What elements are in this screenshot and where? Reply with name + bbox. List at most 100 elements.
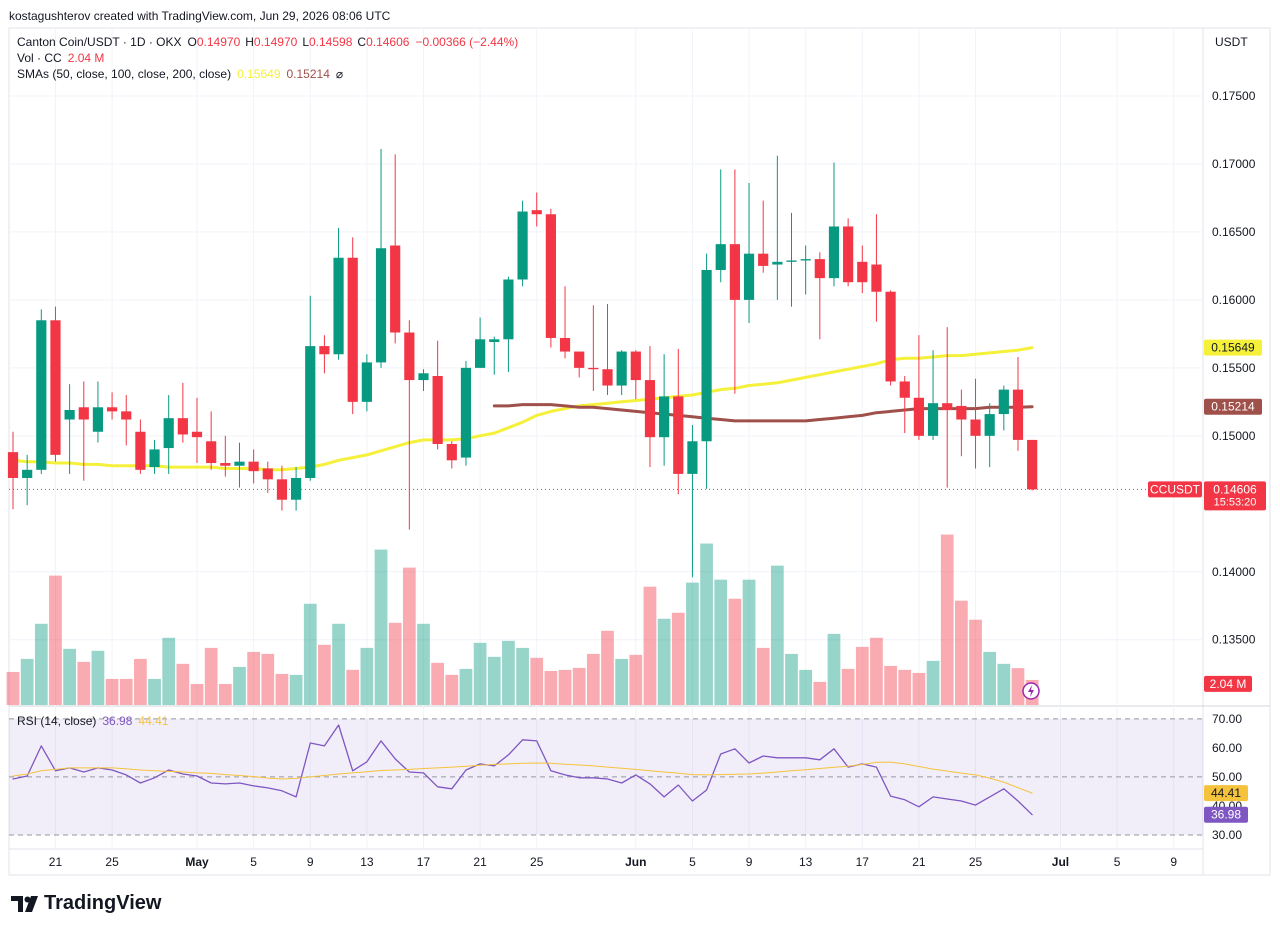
volume-bar bbox=[558, 669, 572, 705]
candle-body bbox=[687, 441, 698, 474]
x-tick-label: 17 bbox=[856, 855, 870, 869]
volume-bar bbox=[261, 653, 275, 705]
volume-bar bbox=[742, 579, 756, 705]
legend-ma-name: SMAs (50, close, 100, close, 200, close) bbox=[17, 67, 231, 81]
logo-dot bbox=[24, 896, 31, 903]
candle-body bbox=[828, 226, 840, 279]
candle-body bbox=[149, 449, 160, 468]
candle-body bbox=[644, 380, 656, 438]
volume-bar bbox=[105, 678, 119, 705]
volume-bar bbox=[374, 549, 388, 705]
sma-badge-bg bbox=[1204, 398, 1262, 415]
rsi-tick-label: 30.00 bbox=[1212, 828, 1242, 842]
candle-body bbox=[489, 339, 500, 343]
alert-icon-bolt bbox=[1028, 685, 1034, 697]
volume-bar bbox=[686, 582, 699, 705]
volume-bar bbox=[799, 669, 813, 705]
x-tick-label: 21 bbox=[912, 855, 926, 869]
volume-bar bbox=[148, 678, 161, 705]
legend-row: Canton Coin/USDT · 1D · OKX O0.14970 H0.14… bbox=[17, 35, 518, 49]
currency-label: USDT bbox=[1215, 35, 1248, 49]
volume-bar bbox=[445, 674, 459, 705]
candle-body bbox=[163, 418, 174, 449]
candle-body bbox=[786, 260, 797, 262]
x-tick-label: 25 bbox=[105, 855, 119, 869]
candle-body bbox=[290, 477, 302, 500]
legend-title: Canton Coin/USDT · 1D · OKX bbox=[17, 35, 182, 49]
volume-bar bbox=[926, 660, 940, 705]
candle-body bbox=[121, 411, 132, 420]
symbol-badge: CCUSDT bbox=[1150, 482, 1201, 496]
candle-body bbox=[404, 332, 415, 381]
candle-body bbox=[545, 214, 556, 338]
candle-body bbox=[1027, 439, 1038, 490]
volume-bar bbox=[728, 598, 742, 705]
candle-body bbox=[418, 373, 429, 381]
volume-bar bbox=[402, 567, 416, 705]
x-tick-label: 17 bbox=[417, 855, 431, 869]
x-tick-label: 5 bbox=[1114, 855, 1121, 869]
rsi-badge: 36.98 bbox=[1211, 808, 1241, 822]
x-tick-label: 5 bbox=[689, 855, 696, 869]
volume-bar bbox=[119, 678, 133, 705]
volume-bar bbox=[855, 646, 869, 705]
volume-bar bbox=[714, 579, 728, 705]
legend-key: C bbox=[357, 35, 366, 49]
volume-bar bbox=[756, 647, 770, 705]
volume-bar bbox=[360, 647, 374, 705]
candle-body bbox=[106, 407, 118, 412]
credit: kostagushterov created with TradingView.… bbox=[9, 9, 391, 23]
volume-bar bbox=[530, 657, 544, 705]
legend-volume-name: Vol · CC bbox=[17, 51, 62, 65]
legend-row: RSI (14, close) 36.98 44.41 bbox=[17, 714, 169, 728]
x-tick-label: 9 bbox=[746, 855, 753, 869]
candle-body bbox=[432, 376, 443, 444]
y-tick-label: 0.13500 bbox=[1212, 633, 1256, 647]
x-tick-label: 5 bbox=[250, 855, 257, 869]
candle-body bbox=[248, 461, 259, 472]
candle-body bbox=[333, 257, 344, 355]
candle-body bbox=[927, 403, 939, 436]
volume-bar bbox=[34, 623, 48, 705]
volume-bar bbox=[629, 654, 643, 705]
candle-body bbox=[970, 419, 981, 436]
x-tick-label: May bbox=[185, 855, 209, 869]
volume-bar bbox=[983, 651, 997, 705]
rsi-tick-label: 60.00 bbox=[1212, 741, 1242, 755]
volume-bar bbox=[289, 674, 303, 705]
volume-bar bbox=[615, 658, 629, 705]
candle-body bbox=[630, 351, 641, 381]
volume-bar bbox=[218, 683, 232, 705]
legend-row: Vol · CC 2.04 M bbox=[17, 51, 104, 65]
volume-bar bbox=[91, 650, 105, 705]
y-tick-label: 0.16000 bbox=[1212, 293, 1256, 307]
x-tick-label: 21 bbox=[473, 855, 487, 869]
x-tick-label: 25 bbox=[969, 855, 983, 869]
volume-bar bbox=[870, 637, 883, 705]
candle-body bbox=[78, 407, 89, 420]
volume-bar bbox=[346, 669, 360, 705]
y-tick-label: 0.16500 bbox=[1212, 225, 1256, 239]
volume-bar bbox=[190, 683, 204, 705]
candle-body bbox=[559, 337, 571, 352]
candle-body bbox=[50, 320, 61, 455]
volume-bar bbox=[332, 623, 345, 705]
candle-body bbox=[503, 279, 514, 340]
x-tick-label: 21 bbox=[49, 855, 63, 869]
candle-body bbox=[475, 339, 486, 368]
volume-bar bbox=[940, 534, 954, 705]
legend-key: L bbox=[302, 35, 309, 49]
volume-bar bbox=[303, 603, 317, 705]
sma-badge: 0.15214 bbox=[1211, 400, 1255, 414]
volume-bar bbox=[473, 642, 487, 705]
legend-value: 0.14970 bbox=[197, 35, 241, 49]
legend-key: O bbox=[188, 35, 197, 49]
legend-row: SMAs (50, close, 100, close, 200, close)… bbox=[17, 67, 343, 81]
price-badge-bg bbox=[1204, 481, 1266, 511]
candle-body bbox=[729, 244, 740, 300]
candle-body bbox=[375, 248, 387, 363]
countdown: 15:53:20 bbox=[1214, 496, 1257, 508]
volume-bar bbox=[813, 681, 827, 705]
volume-bar bbox=[233, 666, 246, 705]
frame bbox=[8, 27, 1271, 876]
